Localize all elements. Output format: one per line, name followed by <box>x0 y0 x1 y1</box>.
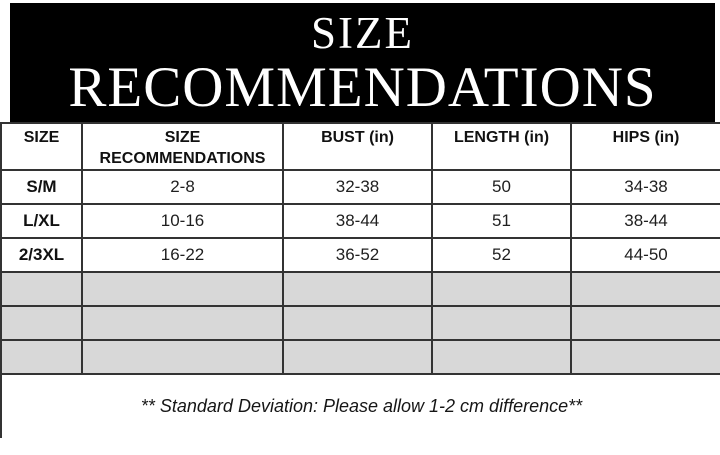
empty-cell <box>0 305 83 341</box>
cell-size: 2/3XL <box>0 237 83 273</box>
column-header-length: LENGTH (in) <box>431 122 572 171</box>
column-header-size-recommendations: SIZE RECOMMENDATIONS <box>81 122 284 171</box>
cell-recommendations: 16-22 <box>81 237 284 273</box>
table-row: 2/3XL 16-22 36-52 52 44-50 <box>0 237 720 273</box>
cell-length: 50 <box>431 169 572 205</box>
cell-bust: 36-52 <box>282 237 433 273</box>
empty-cell <box>431 271 572 307</box>
cell-bust: 32-38 <box>282 169 433 205</box>
empty-cell <box>282 271 433 307</box>
footer-note: ** Standard Deviation: Please allow 1-2 … <box>0 373 720 438</box>
empty-table-row <box>0 271 720 307</box>
empty-table-row <box>0 305 720 341</box>
banner-title-line2: RECOMMENDATIONS <box>68 55 657 119</box>
cell-bust: 38-44 <box>282 203 433 239</box>
banner: SIZE RECOMMENDATIONS <box>10 3 715 122</box>
cell-hips: 44-50 <box>570 237 720 273</box>
cell-size: L/XL <box>0 203 83 239</box>
empty-cell <box>81 271 284 307</box>
cell-recommendations: 2-8 <box>81 169 284 205</box>
empty-cell <box>570 271 720 307</box>
footer-row: ** Standard Deviation: Please allow 1-2 … <box>0 373 720 438</box>
empty-cell <box>81 339 284 375</box>
empty-cell <box>0 339 83 375</box>
empty-cell <box>570 305 720 341</box>
size-chart-flyer: SIZE RECOMMENDATIONS SIZE SIZE RECOMMEND… <box>0 3 720 455</box>
cell-length: 52 <box>431 237 572 273</box>
size-table: SIZE SIZE RECOMMENDATIONS BUST (in) LENG… <box>0 122 720 438</box>
cell-length: 51 <box>431 203 572 239</box>
cell-hips: 34-38 <box>570 169 720 205</box>
header-row: SIZE SIZE RECOMMENDATIONS BUST (in) LENG… <box>0 122 720 171</box>
cell-size: S/M <box>0 169 83 205</box>
empty-cell <box>431 305 572 341</box>
empty-cell <box>282 339 433 375</box>
empty-cell <box>431 339 572 375</box>
empty-cell <box>282 305 433 341</box>
column-header-bust: BUST (in) <box>282 122 433 171</box>
table-row: S/M 2-8 32-38 50 34-38 <box>0 169 720 205</box>
empty-cell <box>0 271 83 307</box>
table-row: L/XL 10-16 38-44 51 38-44 <box>0 203 720 239</box>
empty-table-row <box>0 339 720 375</box>
empty-cell <box>570 339 720 375</box>
cell-hips: 38-44 <box>570 203 720 239</box>
column-header-size: SIZE <box>0 122 83 171</box>
empty-cell <box>81 305 284 341</box>
banner-title-line1: SIZE <box>311 7 414 58</box>
column-header-hips: HIPS (in) <box>570 122 720 171</box>
cell-recommendations: 10-16 <box>81 203 284 239</box>
